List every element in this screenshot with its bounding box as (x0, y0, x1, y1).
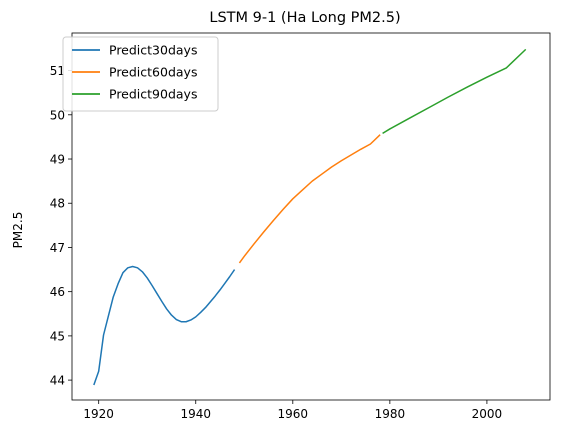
x-tick-label: 1920 (83, 407, 114, 421)
legend-label-3: Predict90days (109, 87, 197, 102)
series-line-3 (382, 48, 527, 135)
x-tick-label: 1980 (375, 407, 406, 421)
series-line-1 (93, 265, 236, 386)
y-tick-label: 49 (50, 153, 65, 167)
plot-frame (71, 32, 551, 401)
chart-title: LSTM 9-1 (Ha Long PM2.5) (209, 10, 400, 26)
y-tick-label: 45 (50, 329, 65, 343)
legend: Predict30days Predict60days Predict90days (62, 36, 219, 112)
series-lines (93, 48, 527, 386)
x-tick-label: 1940 (180, 407, 211, 421)
y-axis-label: PM2.5 (11, 212, 25, 249)
y-tick-label: 50 (50, 108, 65, 122)
legend-label-1: Predict30days (109, 43, 197, 58)
y-tick-label: 46 (50, 285, 65, 299)
legend-label-2: Predict60days (109, 65, 197, 80)
x-tick-label: 2000 (472, 407, 503, 421)
y-tick-label: 48 (50, 197, 65, 211)
y-tick-label: 51 (50, 64, 65, 78)
legend-box (62, 36, 219, 112)
axes: 1920 1940 1960 1980 2000 44 45 46 47 48 49 50 51 (50, 32, 551, 421)
series-line-2 (238, 134, 381, 264)
y-tick-label: 47 (50, 241, 65, 255)
x-tick-label: 1960 (278, 407, 309, 421)
y-tick-label: 44 (50, 374, 65, 388)
